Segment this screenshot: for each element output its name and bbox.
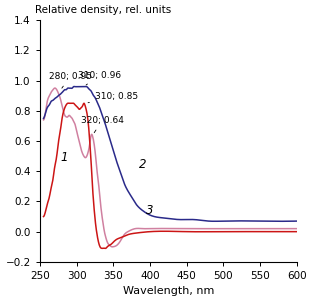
Text: 310; 0.85: 310; 0.85	[88, 92, 138, 103]
Text: 3: 3	[146, 204, 154, 217]
X-axis label: Wavelength, nm: Wavelength, nm	[123, 286, 214, 297]
Text: 2: 2	[139, 158, 146, 171]
Text: Relative density, rel. units: Relative density, rel. units	[35, 5, 171, 15]
Text: 320; 0.64: 320; 0.64	[81, 116, 124, 133]
Text: 1: 1	[61, 151, 68, 164]
Text: 310; 0.96: 310; 0.96	[78, 71, 121, 85]
Text: 280; 0.95: 280; 0.95	[49, 72, 92, 88]
